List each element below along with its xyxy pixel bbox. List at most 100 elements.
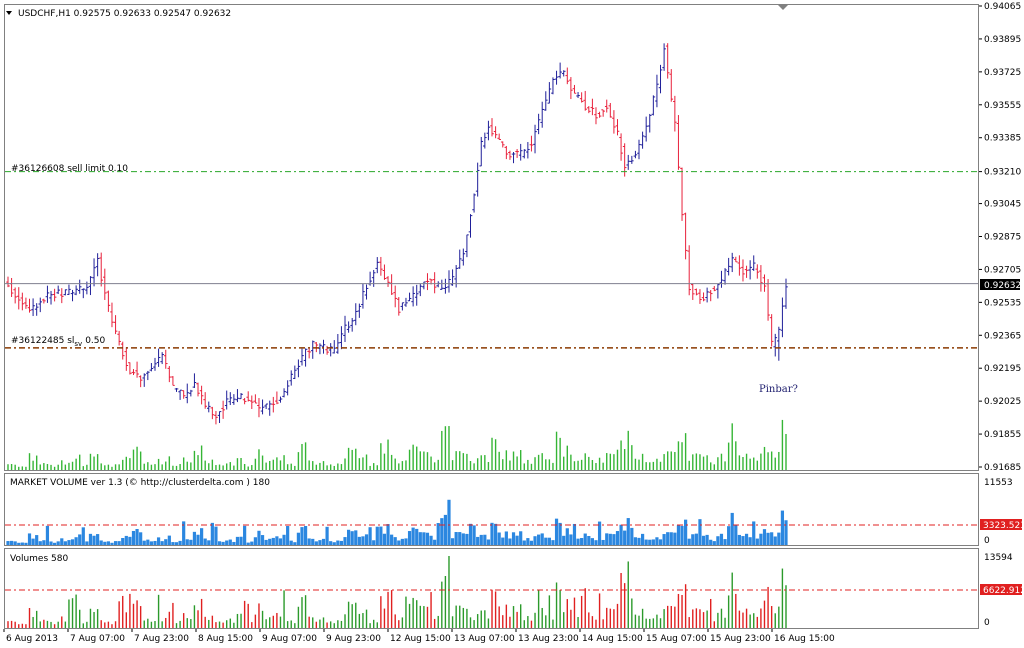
candle[interactable] bbox=[296, 359, 301, 378]
candle[interactable] bbox=[526, 142, 530, 159]
candle[interactable] bbox=[257, 398, 261, 418]
candle[interactable] bbox=[77, 279, 82, 294]
candle[interactable] bbox=[536, 113, 541, 135]
candle[interactable] bbox=[81, 288, 86, 299]
candle[interactable] bbox=[683, 212, 688, 260]
candle[interactable] bbox=[468, 214, 473, 238]
candle[interactable] bbox=[264, 403, 268, 410]
candle[interactable] bbox=[751, 255, 756, 271]
candle[interactable] bbox=[120, 341, 125, 360]
candle[interactable] bbox=[640, 131, 645, 149]
candle[interactable] bbox=[723, 268, 727, 285]
candle[interactable] bbox=[504, 145, 509, 160]
candle[interactable] bbox=[49, 290, 53, 305]
candle[interactable] bbox=[590, 98, 595, 116]
candle[interactable] bbox=[88, 276, 93, 296]
candle[interactable] bbox=[24, 297, 28, 309]
candle[interactable] bbox=[543, 91, 548, 111]
candle[interactable] bbox=[74, 285, 78, 296]
candle[interactable] bbox=[160, 352, 164, 365]
candle[interactable] bbox=[447, 270, 451, 293]
candle[interactable] bbox=[310, 340, 315, 359]
candle[interactable] bbox=[457, 249, 462, 269]
candle[interactable] bbox=[694, 288, 699, 296]
candle[interactable] bbox=[619, 133, 623, 161]
candle[interactable] bbox=[300, 348, 304, 366]
candle[interactable] bbox=[558, 62, 562, 79]
candle[interactable] bbox=[404, 297, 408, 307]
candle[interactable] bbox=[235, 389, 240, 403]
candle[interactable] bbox=[103, 268, 107, 300]
candle[interactable] bbox=[673, 95, 677, 132]
candle[interactable] bbox=[45, 285, 50, 303]
candle[interactable] bbox=[662, 43, 666, 71]
candle[interactable] bbox=[328, 343, 333, 357]
candle[interactable] bbox=[228, 392, 233, 406]
candle[interactable] bbox=[117, 330, 121, 346]
candle[interactable] bbox=[59, 288, 64, 304]
candle[interactable] bbox=[472, 193, 476, 213]
candle[interactable] bbox=[70, 289, 75, 302]
candle[interactable] bbox=[497, 133, 501, 141]
candle[interactable] bbox=[181, 390, 186, 399]
candle[interactable] bbox=[597, 111, 602, 118]
candle[interactable] bbox=[565, 67, 570, 85]
candle[interactable] bbox=[633, 150, 638, 159]
candle[interactable] bbox=[500, 141, 505, 148]
candle[interactable] bbox=[332, 340, 337, 354]
candle[interactable] bbox=[626, 154, 631, 170]
candle[interactable] bbox=[192, 373, 197, 388]
candle[interactable] bbox=[440, 279, 444, 290]
candle[interactable] bbox=[465, 234, 469, 258]
candle[interactable] bbox=[379, 256, 383, 276]
candle[interactable] bbox=[20, 292, 25, 311]
candle[interactable] bbox=[42, 298, 46, 304]
candle[interactable] bbox=[232, 394, 236, 405]
candle[interactable] bbox=[475, 162, 480, 197]
candle[interactable] bbox=[551, 77, 555, 95]
candle[interactable] bbox=[493, 126, 498, 139]
candle[interactable] bbox=[511, 152, 516, 164]
candle[interactable] bbox=[690, 283, 695, 300]
candle[interactable] bbox=[343, 315, 347, 343]
triangle-down-icon[interactable] bbox=[6, 11, 12, 15]
candle[interactable] bbox=[210, 406, 215, 420]
candle[interactable] bbox=[260, 399, 265, 415]
candle[interactable] bbox=[267, 400, 272, 416]
candle[interactable] bbox=[583, 90, 588, 111]
candle[interactable] bbox=[92, 258, 96, 287]
candle[interactable] bbox=[289, 370, 294, 386]
candle[interactable] bbox=[138, 375, 143, 388]
candle[interactable] bbox=[744, 265, 749, 278]
candle[interactable] bbox=[486, 120, 491, 141]
time-axis[interactable]: 6 Aug 2013 7 Aug 07:00 7 Aug 23:00 8 Aug 15… bbox=[3, 629, 835, 644]
candle[interactable] bbox=[515, 149, 519, 158]
candle[interactable] bbox=[246, 391, 251, 402]
candle[interactable] bbox=[135, 361, 139, 378]
candle[interactable] bbox=[569, 77, 573, 100]
candle[interactable] bbox=[174, 388, 179, 392]
candle[interactable] bbox=[203, 392, 207, 409]
candle[interactable] bbox=[142, 373, 147, 387]
candle[interactable] bbox=[658, 64, 663, 94]
candle[interactable] bbox=[282, 388, 286, 398]
candle[interactable] bbox=[196, 382, 200, 397]
candle[interactable] bbox=[386, 276, 390, 287]
price-axis[interactable]: 0.94065 0.93895 0.93725 0.93555 0.93385 0.932… bbox=[979, 2, 1021, 473]
candle[interactable] bbox=[726, 257, 731, 276]
candle[interactable] bbox=[199, 385, 204, 405]
candle[interactable] bbox=[490, 118, 494, 137]
candle[interactable] bbox=[167, 366, 172, 383]
candle[interactable] bbox=[540, 101, 545, 128]
candle[interactable] bbox=[687, 245, 691, 296]
candle[interactable] bbox=[669, 69, 674, 102]
candle[interactable] bbox=[554, 70, 559, 85]
candle[interactable] bbox=[604, 99, 609, 113]
candle[interactable] bbox=[124, 347, 129, 371]
candle[interactable] bbox=[450, 269, 455, 286]
candle[interactable] bbox=[615, 119, 620, 136]
candle[interactable] bbox=[705, 287, 709, 303]
candle[interactable] bbox=[31, 298, 35, 317]
candle[interactable] bbox=[285, 380, 290, 396]
candle[interactable] bbox=[529, 135, 534, 152]
